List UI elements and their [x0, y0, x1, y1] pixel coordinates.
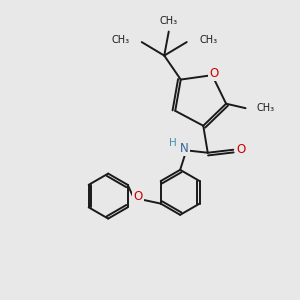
Text: CH₃: CH₃ [199, 35, 218, 45]
Text: CH₃: CH₃ [256, 103, 274, 113]
Text: N: N [180, 142, 189, 155]
Text: H: H [169, 138, 176, 148]
Text: O: O [236, 143, 245, 156]
Text: O: O [134, 190, 143, 202]
Text: CH₃: CH₃ [111, 35, 129, 45]
Text: CH₃: CH₃ [160, 16, 178, 26]
Text: O: O [209, 67, 218, 80]
